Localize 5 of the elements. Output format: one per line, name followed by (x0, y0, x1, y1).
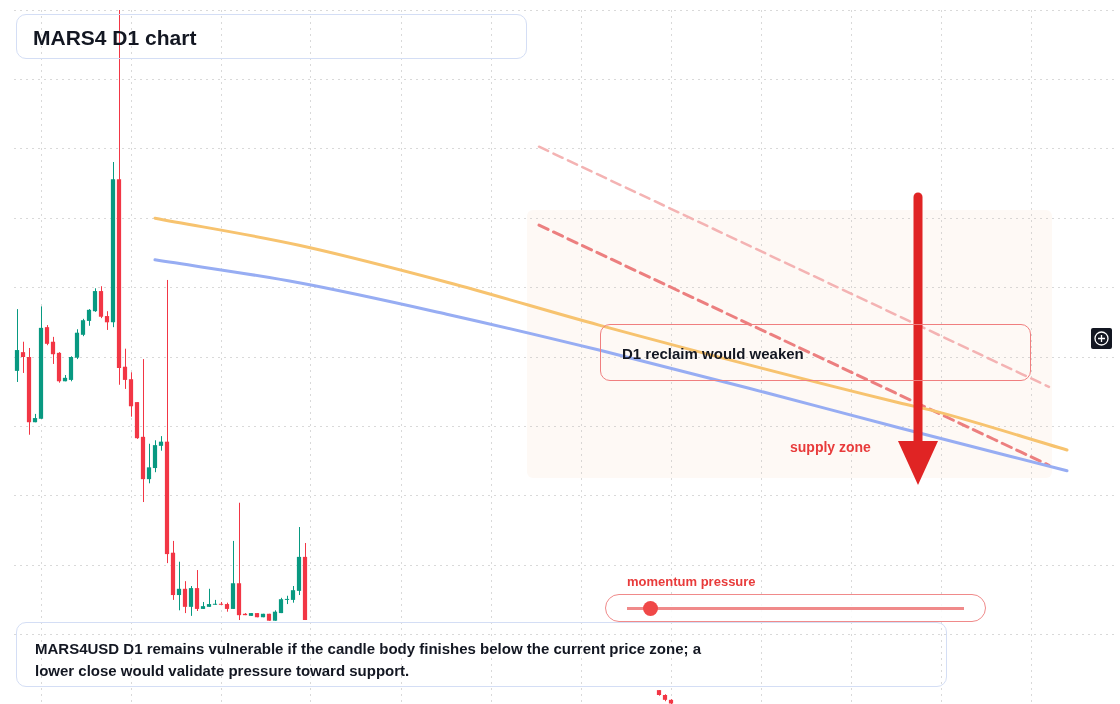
candlestick (260, 613, 266, 618)
annotation: momentum pressure (627, 574, 756, 589)
annotation: MARS4USD D1 remains vulnerable if the candle body finishes below the current price zone; a lower close would validate pressure toward support. (16, 622, 947, 687)
annotation: D1 reclaim would weaken (600, 324, 1031, 381)
annotation: supply zone (790, 439, 871, 455)
